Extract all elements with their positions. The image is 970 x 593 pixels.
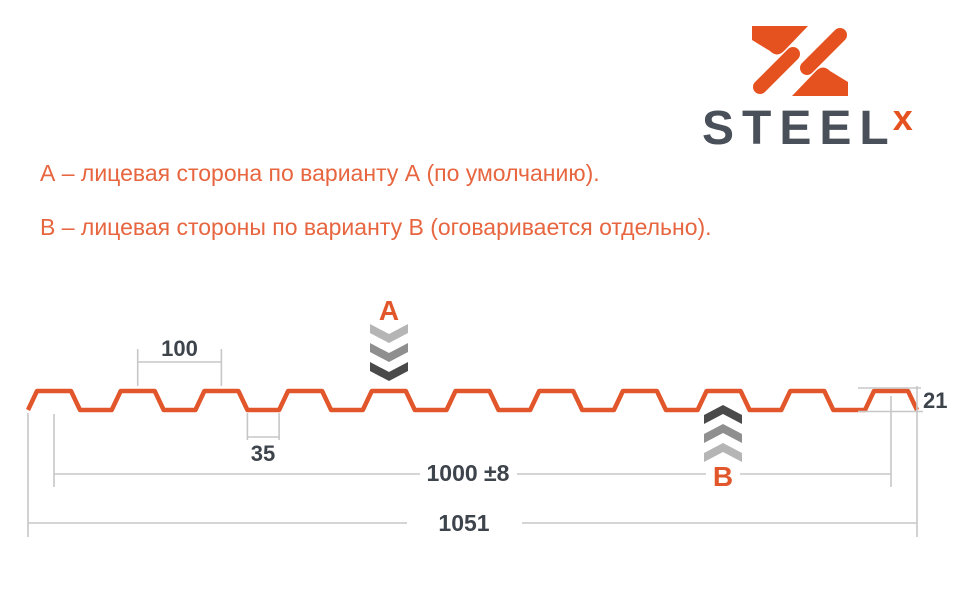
dim-rib-pitch: 100	[136, 336, 223, 386]
logo-bottom-right-wedge	[792, 67, 848, 96]
steelx-logo-icon	[752, 26, 848, 96]
note-line-a: А – лицевая сторона по варианту А (по ум…	[40, 160, 600, 186]
chevron-down-icon	[370, 362, 408, 381]
chevron-up-icon	[704, 443, 742, 462]
note-line-b: В – лицевая стороны по варианту В (огова…	[40, 214, 712, 240]
dim-label-overall-width: 1051	[438, 510, 489, 536]
dim-label-rib-bottom-width: 35	[251, 441, 275, 466]
chevron-down-icon	[370, 343, 408, 362]
dim-label-rib-pitch: 100	[161, 336, 198, 361]
chevron-down-icon	[370, 324, 408, 343]
dim-cover-width: 1000 ±8	[53, 396, 892, 487]
sheet-profile-line	[25, 388, 920, 413]
dim-label-cover-width: 1000 ±8	[427, 460, 510, 486]
marker-a-group: А	[370, 295, 408, 381]
dim-label-profile-height: 21	[923, 388, 947, 413]
dim-rib-bottom-width: 35	[246, 413, 280, 466]
logo-wordmark: STEELx	[702, 97, 942, 156]
logo-ribbon-bottom-left	[753, 47, 800, 94]
logo-wordmark-steel: STEEL	[702, 102, 897, 155]
marker-b-label: В	[713, 461, 733, 492]
chevron-up-icon	[704, 424, 742, 443]
marker-b-group: В	[704, 405, 742, 492]
chevron-up-icon	[704, 405, 742, 424]
marker-a-label: А	[379, 295, 399, 326]
logo-wordmark-x: x	[892, 97, 913, 138]
dim-profile-height: 21	[858, 387, 947, 413]
logo-ribbon-top-right	[800, 28, 847, 75]
logo-top-left-wedge	[752, 26, 808, 55]
